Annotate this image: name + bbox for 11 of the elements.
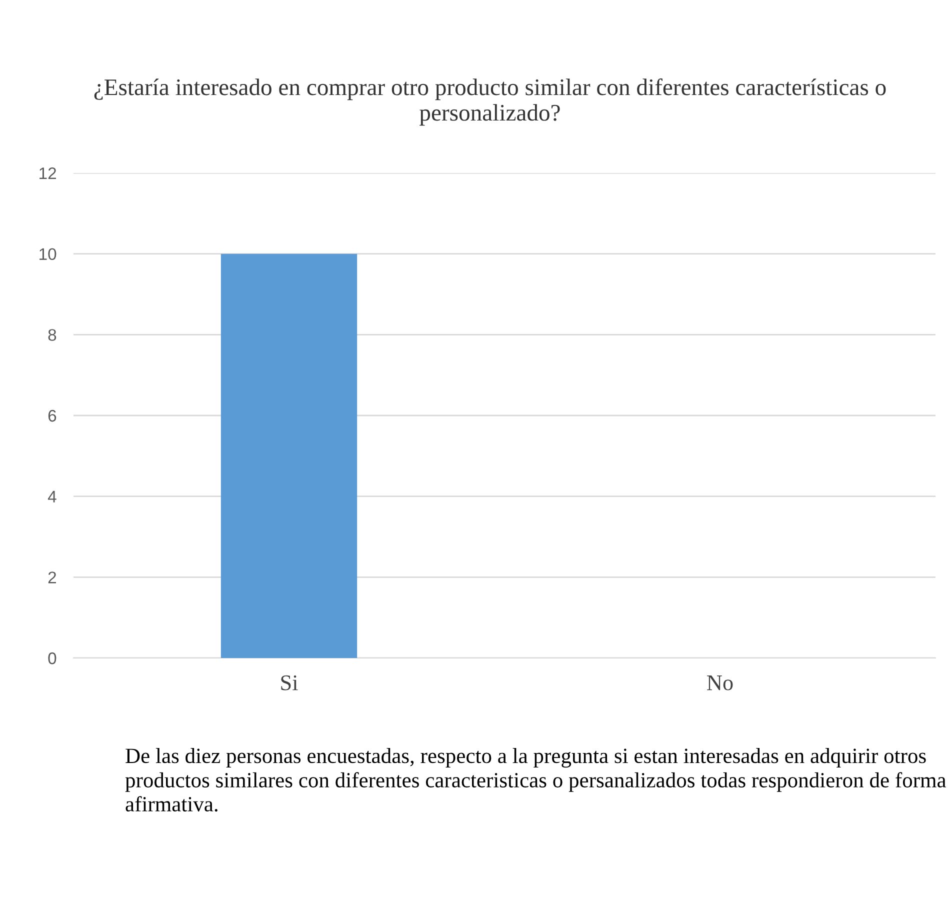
chart-title: ¿Estaría interesado en comprar otro producto similar con diferentes características o personalizado? <box>94 78 886 126</box>
text: De las diez personas encuestadas, respecto a la pregunta si estan interesadas en adquirir otros productos similares con diferentes caracteristicas o persanalizados todas respondieron de forma afirmativa. <box>125 748 946 812</box>
x-tick-label: Si <box>281 675 298 690</box>
y-tick-label: 6 <box>48 410 56 422</box>
y-tick-label: 2 <box>48 572 56 584</box>
y-tick-label: 12 <box>40 167 56 180</box>
y-tick-label: 8 <box>48 329 56 341</box>
y-tick-label: 0 <box>48 652 56 664</box>
y-tick-label: 10 <box>40 248 56 260</box>
x-tick-label: No <box>707 676 733 690</box>
y-tick-label: 4 <box>48 490 56 502</box>
